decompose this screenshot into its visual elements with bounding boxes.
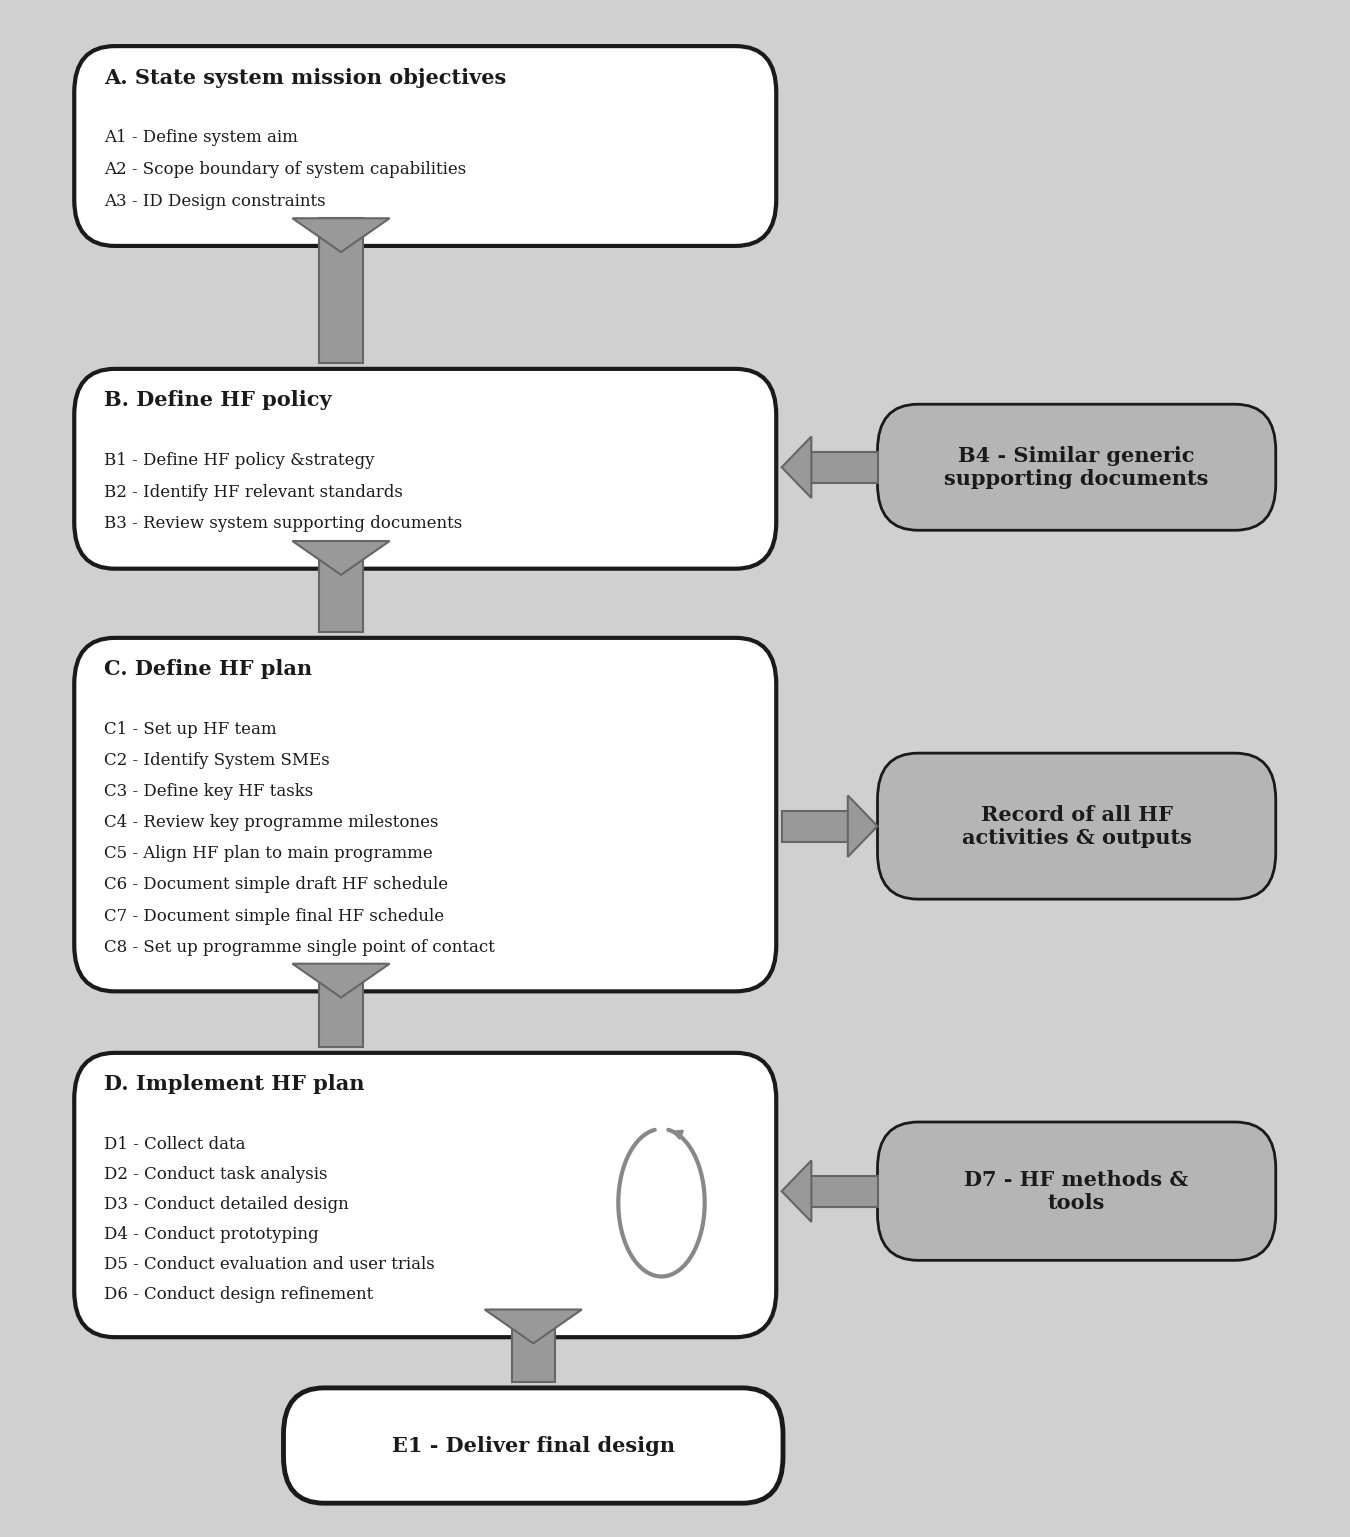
Text: A1 - Define system aim: A1 - Define system aim — [104, 129, 298, 146]
Polygon shape — [811, 452, 878, 483]
FancyBboxPatch shape — [34, 25, 1316, 1519]
FancyBboxPatch shape — [284, 1388, 783, 1503]
Text: D2 - Conduct task analysis: D2 - Conduct task analysis — [104, 1165, 328, 1183]
Polygon shape — [320, 964, 363, 1047]
Polygon shape — [320, 541, 363, 632]
FancyBboxPatch shape — [74, 369, 776, 569]
Text: C4 - Review key programme milestones: C4 - Review key programme milestones — [104, 815, 439, 832]
Text: B1 - Define HF policy &strategy: B1 - Define HF policy &strategy — [104, 452, 374, 469]
Text: A. State system mission objectives: A. State system mission objectives — [104, 68, 506, 88]
FancyBboxPatch shape — [878, 1122, 1276, 1260]
FancyBboxPatch shape — [74, 638, 776, 991]
Polygon shape — [293, 541, 390, 575]
Text: D4 - Conduct prototyping: D4 - Conduct prototyping — [104, 1227, 319, 1243]
Polygon shape — [848, 796, 878, 858]
Text: D. Implement HF plan: D. Implement HF plan — [104, 1074, 364, 1094]
Text: B4 - Similar generic
supporting documents: B4 - Similar generic supporting document… — [945, 446, 1208, 489]
Text: C2 - Identify System SMEs: C2 - Identify System SMEs — [104, 752, 329, 768]
Text: E1 - Deliver final design: E1 - Deliver final design — [392, 1436, 675, 1456]
Text: C8 - Set up programme single point of contact: C8 - Set up programme single point of co… — [104, 939, 495, 956]
Polygon shape — [293, 218, 390, 252]
Text: C1 - Set up HF team: C1 - Set up HF team — [104, 721, 277, 738]
Polygon shape — [512, 1310, 555, 1382]
Polygon shape — [320, 218, 363, 363]
Text: A3 - ID Design constraints: A3 - ID Design constraints — [104, 192, 325, 209]
Text: D6 - Conduct design refinement: D6 - Conduct design refinement — [104, 1285, 373, 1303]
FancyBboxPatch shape — [74, 1053, 776, 1337]
Polygon shape — [485, 1310, 582, 1343]
Polygon shape — [293, 964, 390, 998]
Text: B. Define HF policy: B. Define HF policy — [104, 390, 332, 410]
Polygon shape — [782, 437, 811, 498]
Text: A2 - Scope boundary of system capabilities: A2 - Scope boundary of system capabiliti… — [104, 161, 466, 178]
Text: D7 - HF methods &
tools: D7 - HF methods & tools — [964, 1170, 1189, 1213]
Text: C. Define HF plan: C. Define HF plan — [104, 659, 312, 679]
Text: C6 - Document simple draft HF schedule: C6 - Document simple draft HF schedule — [104, 876, 448, 893]
Text: D5 - Conduct evaluation and user trials: D5 - Conduct evaluation and user trials — [104, 1256, 435, 1273]
Text: C7 - Document simple final HF schedule: C7 - Document simple final HF schedule — [104, 907, 444, 925]
Text: B3 - Review system supporting documents: B3 - Review system supporting documents — [104, 515, 462, 532]
Text: D1 - Collect data: D1 - Collect data — [104, 1136, 246, 1153]
FancyBboxPatch shape — [878, 404, 1276, 530]
FancyBboxPatch shape — [878, 753, 1276, 899]
Polygon shape — [782, 812, 848, 842]
Text: C3 - Define key HF tasks: C3 - Define key HF tasks — [104, 784, 313, 801]
Polygon shape — [811, 1176, 878, 1207]
Text: D3 - Conduct detailed design: D3 - Conduct detailed design — [104, 1196, 348, 1213]
Text: Record of all HF
activities & outputs: Record of all HF activities & outputs — [961, 804, 1192, 848]
FancyBboxPatch shape — [74, 46, 776, 246]
Polygon shape — [782, 1160, 811, 1222]
Text: C5 - Align HF plan to main programme: C5 - Align HF plan to main programme — [104, 845, 433, 862]
Text: B2 - Identify HF relevant standards: B2 - Identify HF relevant standards — [104, 484, 402, 501]
